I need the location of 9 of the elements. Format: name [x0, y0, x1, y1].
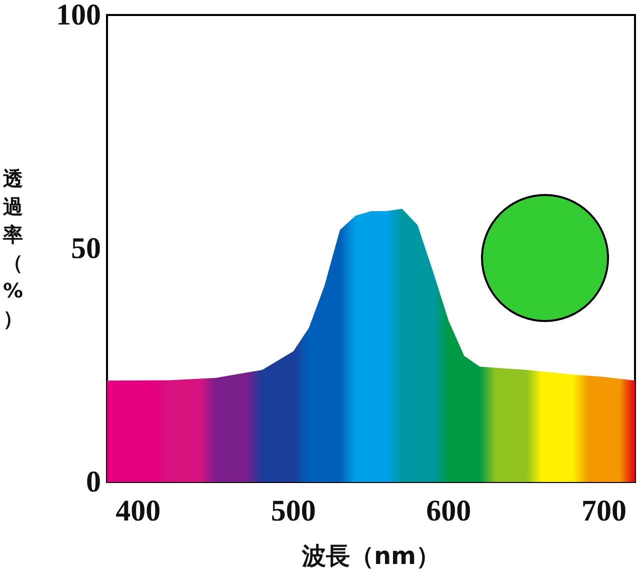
y-axis-title: 透過率（%） — [2, 166, 24, 330]
y-tick-label: 50 — [71, 232, 102, 265]
x-tick-label: 700 — [581, 494, 626, 528]
x-tick-label: 500 — [270, 494, 316, 528]
x-axis-title: 波長（nm） — [300, 542, 440, 570]
y-tick-label: 0 — [86, 466, 102, 498]
x-tick-label: 600 — [426, 494, 472, 528]
x-tick-label: 400 — [116, 494, 161, 528]
y-tick-label: 100 — [56, 0, 102, 32]
